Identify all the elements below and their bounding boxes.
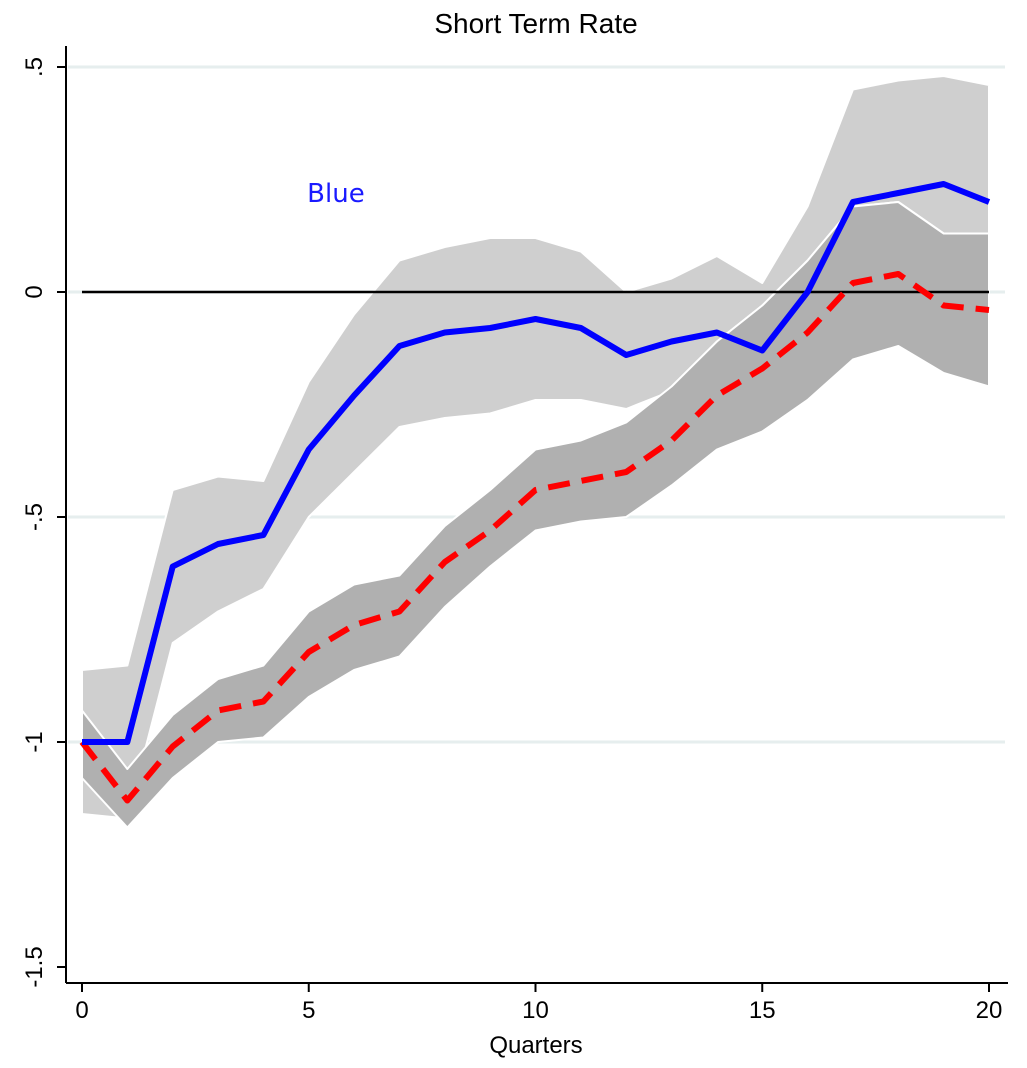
x-tick-label-0: 0 xyxy=(75,997,88,1024)
axes xyxy=(65,46,1008,984)
x-axis-title: Quarters xyxy=(489,1032,582,1059)
y-tick-label-0: -1.5 xyxy=(21,946,48,987)
series-line-blue xyxy=(82,181,991,745)
data-series xyxy=(79,181,991,804)
x-tick-label-3: 15 xyxy=(749,997,776,1024)
x-tick-label-4: 20 xyxy=(976,997,1003,1024)
axis-ticks: 0 5 10 15 20 -1.5 -1 -.5 0 .5 xyxy=(21,57,1002,1024)
y-tick-label-2: -.5 xyxy=(21,503,48,531)
annotation-blue: Blue xyxy=(307,179,365,209)
x-tick-label-2: 10 xyxy=(522,997,549,1024)
series-line-red xyxy=(79,271,990,804)
y-tick-label-4: .5 xyxy=(21,57,48,77)
annotations: Blue xyxy=(307,179,365,209)
y-tick-label-1: -1 xyxy=(21,731,48,752)
x-tick-label-1: 5 xyxy=(302,997,315,1024)
y-tick-label-3: 0 xyxy=(21,285,48,298)
confidence-bands xyxy=(81,75,990,829)
chart-title: Short Term Rate xyxy=(434,8,637,39)
band-red-band xyxy=(81,201,990,829)
